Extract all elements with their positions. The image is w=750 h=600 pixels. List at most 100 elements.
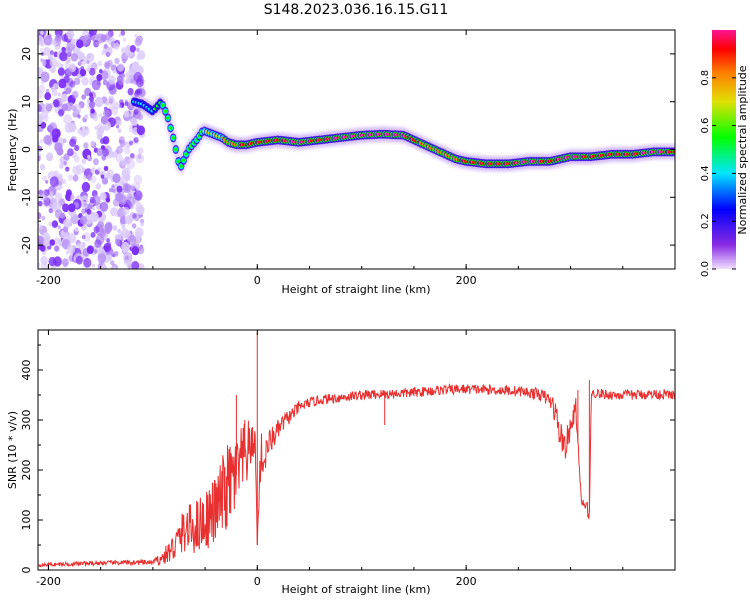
noise-point xyxy=(80,66,85,71)
noise-point xyxy=(108,75,116,85)
noise-point xyxy=(99,201,109,212)
noise-point xyxy=(110,207,118,217)
noise-point xyxy=(129,140,134,146)
noise-point xyxy=(112,173,121,184)
noise-point xyxy=(81,158,87,165)
noise-point xyxy=(100,34,107,42)
noise-region xyxy=(38,30,146,269)
colorbar-gradient xyxy=(712,30,736,269)
noise-point xyxy=(90,232,96,238)
noise-point xyxy=(86,60,90,64)
noise-point xyxy=(67,233,77,244)
noise-point xyxy=(72,174,79,182)
noise-point xyxy=(60,93,68,103)
noise-point xyxy=(43,115,49,122)
x-tick-label: -200 xyxy=(36,274,61,287)
noise-point xyxy=(129,45,136,53)
noise-point xyxy=(71,64,76,70)
noise-point xyxy=(59,51,68,62)
noise-point xyxy=(134,37,142,47)
noise-point xyxy=(38,235,44,246)
noise-point xyxy=(138,246,142,251)
noise-point xyxy=(61,34,68,42)
noise-point xyxy=(131,185,136,192)
noise-point xyxy=(96,41,100,46)
noise-point xyxy=(106,254,113,262)
ridge-peak-cell xyxy=(171,136,176,140)
noise-point xyxy=(38,145,43,152)
noise-point xyxy=(92,114,99,122)
noise-point xyxy=(64,102,73,112)
noise-point xyxy=(57,67,65,76)
noise-point xyxy=(54,209,63,219)
noise-point xyxy=(130,153,135,159)
noise-point xyxy=(122,58,127,64)
y-tick-label: 300 xyxy=(20,410,33,431)
noise-point xyxy=(77,114,81,119)
colorbar-tick-label: 0.6 xyxy=(700,118,711,134)
noise-point xyxy=(45,135,54,145)
noise-point xyxy=(92,158,99,166)
noise-point xyxy=(102,109,110,118)
noise-point xyxy=(140,222,144,227)
noise-point xyxy=(67,148,74,157)
noise-point xyxy=(89,96,94,102)
noise-point xyxy=(81,94,87,100)
noise-point xyxy=(63,75,70,84)
noise-point xyxy=(94,96,104,108)
noise-point xyxy=(116,119,122,126)
noise-point xyxy=(100,174,105,179)
noise-point xyxy=(135,153,144,164)
noise-point xyxy=(97,60,103,67)
spectrogram-panel: -200 0 200 -20 -10 0 10 20 Height of straight l… xyxy=(6,29,676,296)
noise-point xyxy=(38,155,41,162)
noise-point xyxy=(102,148,109,157)
noise-point xyxy=(124,215,133,225)
noise-point xyxy=(102,136,110,145)
colorbar-tick-label: 0.2 xyxy=(700,213,711,229)
noise-point xyxy=(116,185,123,193)
noise-point xyxy=(40,30,44,36)
noise-point xyxy=(74,227,79,232)
noise-point xyxy=(87,154,91,159)
snr-xlabel: Height of straight line (km) xyxy=(281,583,430,596)
noise-point xyxy=(49,239,56,246)
noise-point xyxy=(103,165,109,172)
noise-point xyxy=(93,226,100,234)
noise-point xyxy=(51,128,61,139)
noise-point xyxy=(50,86,56,92)
noise-point xyxy=(105,101,110,106)
noise-point xyxy=(138,147,144,154)
noise-point xyxy=(63,114,72,125)
noise-point xyxy=(41,262,49,269)
noise-point xyxy=(82,232,91,242)
noise-point xyxy=(125,255,129,260)
noise-point xyxy=(117,63,125,72)
ridge-peak-cell xyxy=(184,152,189,156)
noise-point xyxy=(48,221,53,227)
noise-point xyxy=(105,197,111,203)
noise-point xyxy=(96,133,103,140)
noise-point xyxy=(90,167,97,175)
noise-point xyxy=(95,183,102,190)
noise-point xyxy=(49,50,54,55)
noise-point xyxy=(135,202,144,213)
noise-point xyxy=(41,215,46,221)
spectrogram-xlabel: Height of straight line (km) xyxy=(281,283,430,296)
noise-point xyxy=(39,190,49,201)
noise-point xyxy=(115,153,124,163)
noise-point xyxy=(45,180,49,184)
noise-point xyxy=(60,159,68,168)
noise-point xyxy=(61,46,66,52)
noise-point xyxy=(48,207,54,214)
ridge-core xyxy=(130,97,675,171)
noise-point xyxy=(65,67,73,76)
colorbar: 0.0 0.2 0.4 0.6 0.8 Normalized spectral ampl… xyxy=(700,30,749,277)
noise-point xyxy=(39,139,44,144)
noise-point xyxy=(90,212,96,218)
colorbar-ticks: 0.0 0.2 0.4 0.6 0.8 xyxy=(700,70,736,277)
noise-point xyxy=(66,30,75,40)
noise-point xyxy=(38,142,41,147)
noise-point xyxy=(64,61,70,69)
